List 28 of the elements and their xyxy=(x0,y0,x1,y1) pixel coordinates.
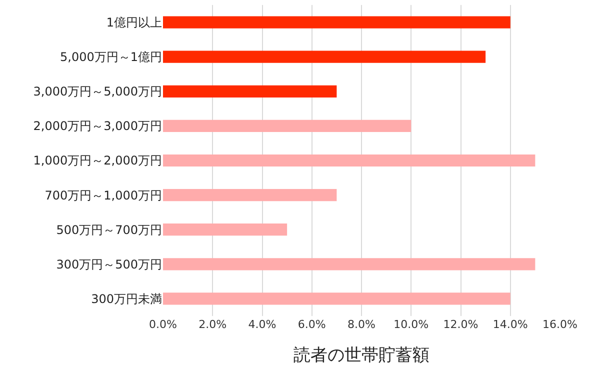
y-tick-label: 500万円～700万円 xyxy=(56,222,162,237)
bar xyxy=(163,120,412,132)
y-tick-label: 700万円～1,000万円 xyxy=(44,188,162,202)
x-tick-label: 2.0% xyxy=(198,318,227,331)
x-tick-label: 4.0% xyxy=(248,318,276,331)
y-tick-label: 300万円未満 xyxy=(91,292,162,306)
x-tick-label: 6.0% xyxy=(298,318,326,331)
y-tick-label: 5,000万円～1億円 xyxy=(60,50,162,64)
x-tick-label: 16.0% xyxy=(542,318,578,331)
x-tick-label: 0.0% xyxy=(149,318,177,331)
x-axis-title: 読者の世帯貯蓄額 xyxy=(294,345,430,366)
bar xyxy=(163,50,486,63)
x-tick-label: 14.0% xyxy=(492,318,528,331)
y-tick-label: 3,000万円～5,000万円 xyxy=(33,84,162,99)
bar xyxy=(163,16,510,28)
y-tick-label: 1,000万円～2,000万円 xyxy=(33,154,162,168)
bar xyxy=(163,189,337,202)
y-tick-label: 1億円以上 xyxy=(106,15,162,30)
x-tick-label: 8.0% xyxy=(348,318,376,331)
bar xyxy=(163,258,536,270)
bar xyxy=(163,224,288,236)
y-tick-label: 300万円～500万円 xyxy=(56,257,162,272)
bar xyxy=(163,292,510,305)
bar xyxy=(163,154,536,167)
bar xyxy=(163,85,337,98)
x-tick-label: 10.0% xyxy=(394,318,429,331)
x-tick-label: 12.0% xyxy=(443,318,478,331)
y-tick-label: 2,000万円～3,000万円 xyxy=(33,119,162,134)
